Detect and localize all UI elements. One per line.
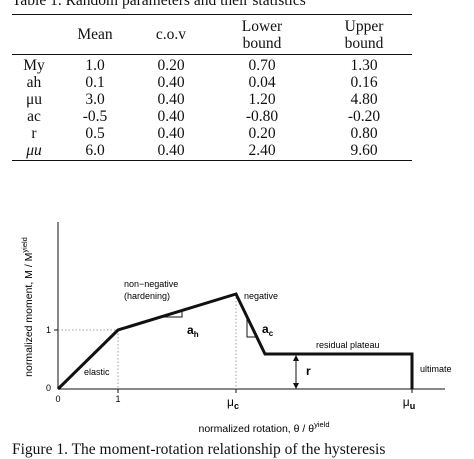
header-cell: c.o.v bbox=[134, 26, 208, 46]
table-cell: -0.80 bbox=[245, 108, 279, 125]
table-cell: -0.5 bbox=[82, 108, 108, 125]
mu-c-tick-label: μc bbox=[227, 395, 239, 411]
table-cell: 0.70 bbox=[248, 57, 276, 74]
moment-rotation-diagram: 0 1 0 1 μc μu elastic non−negative (hard… bbox=[20, 222, 452, 435]
header-cell bbox=[12, 35, 56, 55]
table-cell: 0.20 bbox=[157, 57, 185, 74]
residual-plateau-label: residual plateau bbox=[316, 340, 380, 350]
table-cell: 0.40 bbox=[134, 142, 208, 161]
table-cell: 0.04 bbox=[248, 74, 276, 91]
slope-bracket-ah bbox=[160, 310, 183, 318]
table-row: μu 6.0 0.40 2.40 9.60 bbox=[12, 142, 412, 161]
table-cell: 6.0 bbox=[56, 142, 134, 161]
backbone-curve bbox=[56, 292, 414, 391]
table-cell: 0.40 bbox=[157, 125, 185, 142]
row-label: My bbox=[23, 57, 45, 74]
hardening-label: (hardening) bbox=[124, 291, 170, 301]
table-cell: 0.40 bbox=[157, 74, 185, 91]
table-cell: 0.1 bbox=[85, 74, 105, 91]
row-label: ac bbox=[27, 108, 41, 125]
elastic-label: elastic bbox=[84, 367, 110, 377]
r-arrow-head-bottom bbox=[293, 383, 299, 389]
table-cell: 1.20 bbox=[248, 91, 276, 108]
table-cell: 3.0 bbox=[85, 91, 105, 108]
negative-label: negative bbox=[244, 291, 278, 301]
table-cell: 0.16 bbox=[350, 74, 378, 91]
table-cell: 1.30 bbox=[350, 57, 378, 74]
header-cell: Upper bbox=[344, 18, 384, 35]
table-caption: Table 1. Random parameters and their sta… bbox=[12, 0, 306, 9]
mu-u-tick-label: μu bbox=[403, 395, 415, 411]
table-row: r 0.5 0.40 0.20 0.80 bbox=[12, 125, 412, 142]
table-cell: 0.40 bbox=[157, 108, 185, 125]
table-cell: 2.40 bbox=[208, 142, 316, 161]
slope-bracket-ac bbox=[246, 317, 257, 338]
table-row: ah 0.1 0.40 0.04 0.16 bbox=[12, 74, 412, 91]
header-cell: bound bbox=[208, 35, 316, 55]
header-cell: Mean bbox=[56, 26, 134, 46]
r-arrow-head-top bbox=[293, 355, 299, 361]
row-label: ah bbox=[26, 74, 42, 91]
x-tick-label: 1 bbox=[115, 394, 120, 404]
table-cell: 9.60 bbox=[316, 142, 412, 161]
y-tick-label: 1 bbox=[46, 325, 51, 335]
row-label: r bbox=[31, 125, 37, 142]
table-cell: 0.40 bbox=[157, 91, 185, 108]
row-label: μu bbox=[12, 142, 56, 161]
r-label: r bbox=[306, 364, 311, 378]
header-cell bbox=[12, 15, 56, 36]
non-negative-label: non−negative bbox=[124, 279, 178, 289]
table-cell: 1.0 bbox=[85, 57, 105, 74]
row-label: μu bbox=[25, 91, 43, 108]
x-tick-label: 0 bbox=[55, 394, 60, 404]
table-row: My 1.0 0.20 0.70 1.30 bbox=[12, 55, 412, 75]
table-cell: 0.5 bbox=[85, 125, 105, 142]
x-axis-title: normalized rotation, θ / θyield bbox=[199, 420, 330, 435]
table-cell: -0.20 bbox=[347, 108, 381, 125]
table-cell: 0.20 bbox=[248, 125, 276, 142]
statistics-table: Lower Upper Mean c.o.v bound bound My 1.… bbox=[12, 14, 412, 161]
table-row: ac -0.5 0.40 -0.80 -0.20 bbox=[12, 108, 412, 125]
header-cell: Lower bbox=[241, 18, 283, 35]
y-tick-label: 0 bbox=[46, 383, 51, 393]
table-cell: 4.80 bbox=[350, 91, 378, 108]
ultimate-label: ultimate bbox=[420, 364, 452, 374]
ah-label: ah bbox=[187, 323, 199, 339]
table-row: μu 3.0 0.40 1.20 4.80 bbox=[12, 91, 412, 108]
figure-caption: Figure 1. The moment-rotation relationsh… bbox=[12, 441, 386, 458]
table-cell: 0.80 bbox=[350, 125, 378, 142]
ac-label: ac bbox=[262, 322, 274, 338]
header-cell: bound bbox=[316, 35, 412, 55]
y-axis-title: normalized moment, M / Myield bbox=[20, 237, 35, 377]
